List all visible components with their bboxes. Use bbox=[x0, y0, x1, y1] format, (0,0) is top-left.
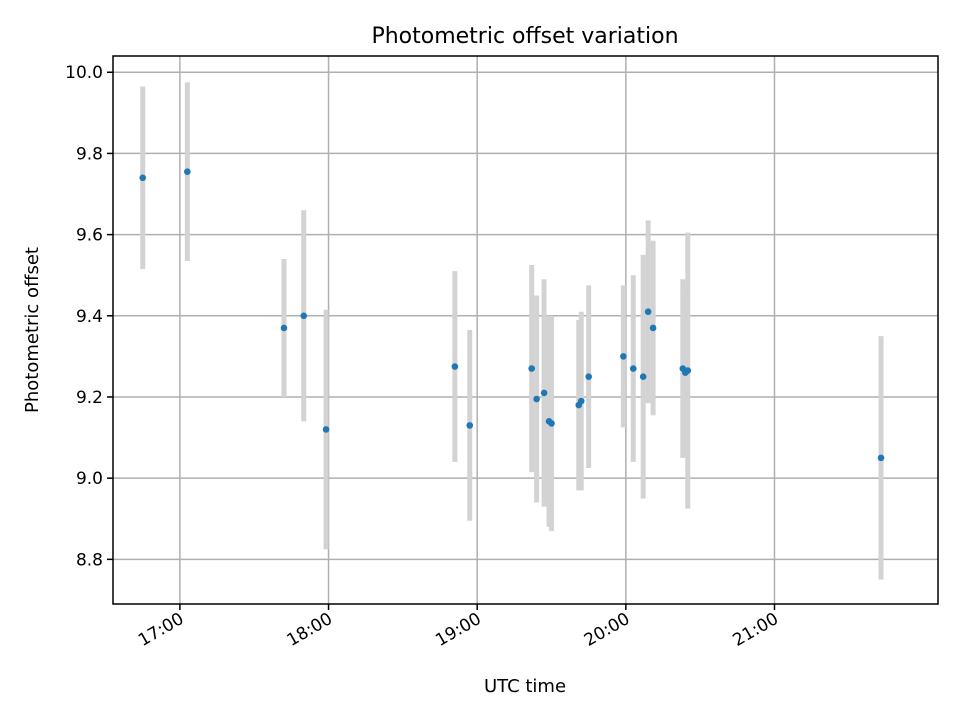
data-point bbox=[322, 426, 330, 433]
data-point bbox=[466, 422, 474, 429]
x-tick-label: 18:00 bbox=[284, 609, 336, 651]
data-point bbox=[644, 308, 652, 316]
point-layer bbox=[139, 168, 885, 462]
y-tick-label: 9.2 bbox=[76, 388, 103, 408]
x-tick-label: 20:00 bbox=[581, 609, 633, 651]
data-point bbox=[451, 363, 459, 370]
chart-title: Photometric offset variation bbox=[371, 24, 678, 49]
error-bar-layer bbox=[140, 82, 884, 580]
data-point bbox=[548, 420, 555, 427]
y-tick-label: 9.4 bbox=[76, 307, 103, 327]
data-point bbox=[300, 312, 308, 320]
plot-frame bbox=[112, 55, 939, 605]
x-tick-label: 19:00 bbox=[432, 609, 484, 651]
data-point bbox=[585, 373, 592, 380]
y-tick-label: 10.0 bbox=[65, 63, 103, 83]
x-tick-label: 17:00 bbox=[135, 609, 187, 651]
data-point bbox=[139, 174, 147, 182]
data-point bbox=[528, 365, 535, 372]
y-axis-label: Photometric offset bbox=[22, 247, 43, 413]
data-point bbox=[184, 168, 191, 175]
y-tick-label: 9.0 bbox=[76, 469, 103, 489]
data-point bbox=[649, 324, 657, 332]
data-point bbox=[280, 324, 288, 332]
y-tick-label: 8.8 bbox=[76, 550, 103, 570]
data-point bbox=[620, 353, 627, 360]
data-point bbox=[533, 395, 540, 403]
data-point bbox=[684, 367, 692, 374]
y-tick-label: 9.6 bbox=[76, 226, 103, 246]
x-axis-label: UTC time bbox=[484, 676, 566, 697]
data-point bbox=[877, 454, 885, 462]
grid-layer bbox=[113, 56, 938, 604]
y-tick-label: 9.8 bbox=[76, 144, 103, 164]
x-tick-label: 21:00 bbox=[730, 609, 782, 651]
data-point bbox=[639, 373, 647, 380]
data-point bbox=[540, 389, 548, 397]
data-point bbox=[629, 365, 637, 372]
tick-layer: 8.8 9.0 9.2 9.4 9.6 9.8 10.0 17:00 18:00 19:00 20:… bbox=[65, 63, 782, 651]
data-point bbox=[577, 397, 585, 405]
